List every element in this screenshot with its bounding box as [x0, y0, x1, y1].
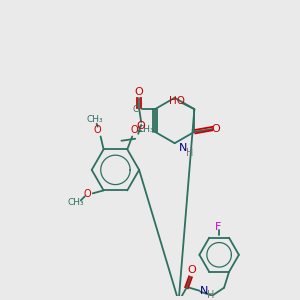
- Text: HO: HO: [169, 96, 184, 106]
- Text: C: C: [132, 105, 138, 114]
- Text: CH₃: CH₃: [68, 198, 84, 207]
- Text: N: N: [200, 286, 208, 296]
- Text: F: F: [215, 222, 221, 232]
- Text: O: O: [130, 124, 138, 135]
- Text: H: H: [186, 148, 193, 158]
- Text: O: O: [135, 87, 144, 97]
- Text: N: N: [178, 143, 187, 153]
- Text: CH₃: CH₃: [86, 115, 103, 124]
- Text: CH₃: CH₃: [138, 125, 154, 134]
- Text: O: O: [94, 124, 101, 135]
- Text: O: O: [187, 265, 196, 275]
- Text: O: O: [212, 124, 220, 134]
- Text: H: H: [207, 290, 214, 300]
- Text: O: O: [84, 189, 92, 200]
- Text: O: O: [137, 121, 146, 131]
